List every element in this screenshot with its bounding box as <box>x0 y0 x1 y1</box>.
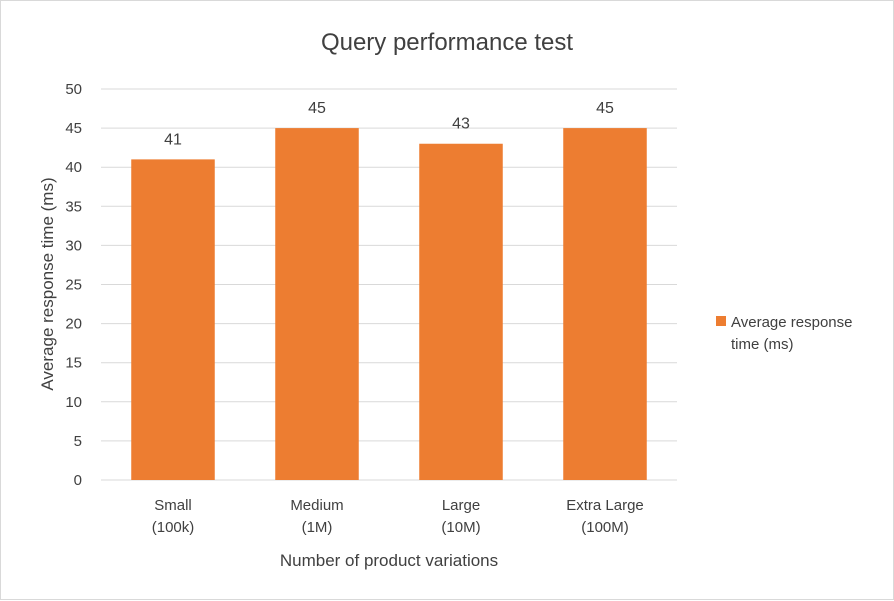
y-tick-label: 15 <box>65 355 82 372</box>
legend-label: time (ms) <box>731 336 794 353</box>
y-tick-label: 20 <box>65 316 82 333</box>
data-label: 43 <box>452 116 470 133</box>
legend: Average response time (ms) <box>716 314 852 353</box>
y-tick-label: 25 <box>65 277 82 294</box>
x-category-label: Small <box>154 497 192 514</box>
x-category-label: Extra Large <box>566 497 644 514</box>
x-category-label: (100M) <box>581 519 629 536</box>
data-label: 45 <box>308 100 326 117</box>
data-labels: 41 45 43 45 <box>164 100 614 148</box>
data-label: 45 <box>596 100 614 117</box>
y-tick-label: 5 <box>74 433 82 450</box>
y-tick-label: 0 <box>74 472 82 489</box>
y-tick-label: 30 <box>65 237 82 254</box>
legend-label: Average response <box>731 314 852 331</box>
y-axis-title: Average response time (ms) <box>38 177 57 390</box>
y-tick-label: 45 <box>65 120 82 137</box>
x-axis-title: Number of product variations <box>280 551 498 570</box>
bar <box>275 128 359 480</box>
bar <box>131 159 215 480</box>
y-axis-ticks: 0 5 10 15 20 25 30 35 40 45 50 <box>65 81 82 489</box>
bar <box>419 143 503 481</box>
y-tick-label: 50 <box>65 81 82 98</box>
x-axis-categories: Small (100k) Medium (1M) Large (10M) Extra Lar… <box>152 497 644 536</box>
bar <box>563 128 647 480</box>
bars <box>131 128 647 481</box>
y-tick-label: 40 <box>65 159 82 176</box>
chart-title: Query performance test <box>321 29 573 56</box>
x-category-label: (100k) <box>152 519 195 536</box>
y-tick-label: 35 <box>65 198 82 215</box>
x-category-label: Large <box>442 497 480 514</box>
y-tick-label: 10 <box>65 394 82 411</box>
x-category-label: Medium <box>290 497 343 514</box>
legend-swatch <box>716 316 726 326</box>
x-category-label: (10M) <box>441 519 480 536</box>
data-label: 41 <box>164 131 182 148</box>
x-category-label: (1M) <box>302 519 333 536</box>
